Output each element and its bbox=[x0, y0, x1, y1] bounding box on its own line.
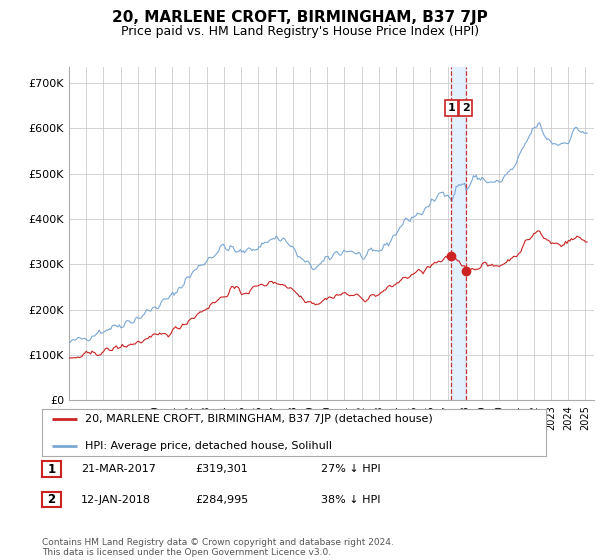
Text: 27% ↓ HPI: 27% ↓ HPI bbox=[321, 464, 380, 474]
Text: Contains HM Land Registry data © Crown copyright and database right 2024.
This d: Contains HM Land Registry data © Crown c… bbox=[42, 538, 394, 557]
Text: 12-JAN-2018: 12-JAN-2018 bbox=[81, 494, 151, 505]
Text: 2: 2 bbox=[47, 493, 56, 506]
Text: 1: 1 bbox=[47, 463, 56, 476]
Text: Price paid vs. HM Land Registry's House Price Index (HPI): Price paid vs. HM Land Registry's House … bbox=[121, 25, 479, 38]
Text: 20, MARLENE CROFT, BIRMINGHAM, B37 7JP: 20, MARLENE CROFT, BIRMINGHAM, B37 7JP bbox=[112, 10, 488, 25]
Text: 20, MARLENE CROFT, BIRMINGHAM, B37 7JP (detached house): 20, MARLENE CROFT, BIRMINGHAM, B37 7JP (… bbox=[85, 414, 433, 424]
Text: HPI: Average price, detached house, Solihull: HPI: Average price, detached house, Soli… bbox=[85, 441, 332, 451]
Bar bbox=[451, 67, 466, 400]
Text: 21-MAR-2017: 21-MAR-2017 bbox=[81, 464, 156, 474]
Text: 38% ↓ HPI: 38% ↓ HPI bbox=[321, 494, 380, 505]
Text: £319,301: £319,301 bbox=[195, 464, 248, 474]
Text: £284,995: £284,995 bbox=[195, 494, 248, 505]
Text: 2: 2 bbox=[462, 103, 469, 113]
Text: 1: 1 bbox=[448, 103, 455, 113]
